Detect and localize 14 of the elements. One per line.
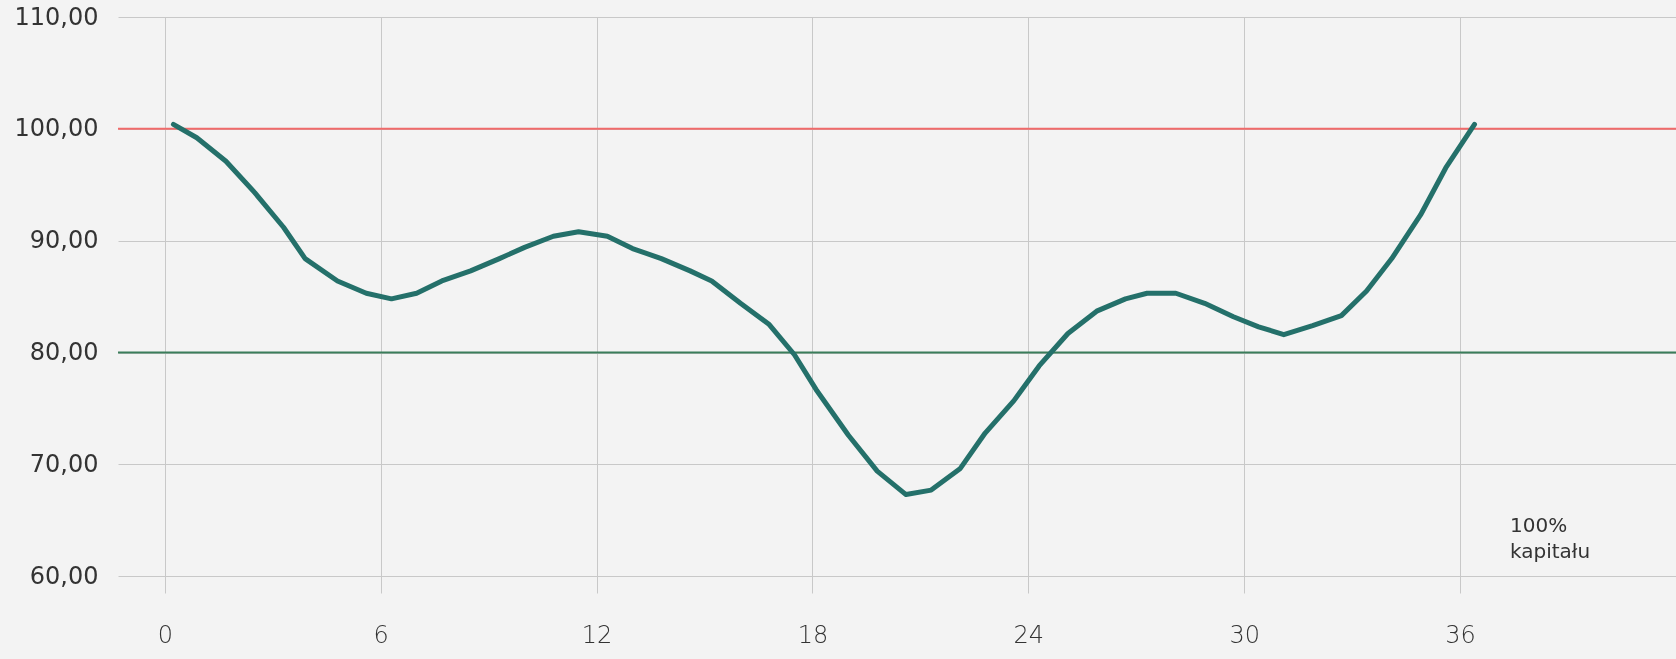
x-tick-label: 12: [581, 620, 613, 649]
x-tick-label: 36: [1445, 620, 1476, 649]
y-tick-label: 100,00: [14, 114, 99, 143]
y-tick-label: 80,00: [29, 338, 99, 367]
annotation: 100% kapitału: [1510, 513, 1591, 563]
y-tick-label: 60,00: [29, 561, 99, 590]
x-tick-label: 30: [1229, 620, 1260, 649]
x-tick-label: 24: [1013, 620, 1045, 649]
y-tick-label: 70,00: [29, 449, 99, 478]
x-tick-label: 6: [373, 620, 389, 649]
x-tick-label: 0: [157, 620, 173, 649]
y-tick-label: 90,00: [29, 226, 99, 255]
x-tick-label: 18: [797, 620, 829, 649]
y-tick-label: 110,00: [14, 2, 99, 31]
